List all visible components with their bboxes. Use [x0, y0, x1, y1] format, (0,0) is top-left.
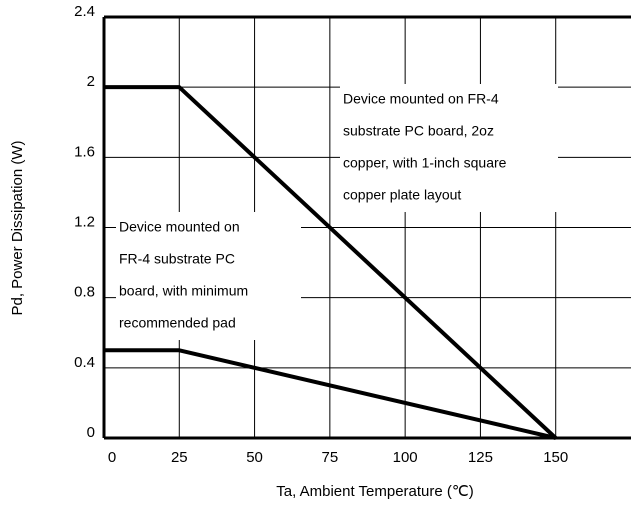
y-tick-label: 2: [87, 73, 95, 90]
annotation: copper plate layout: [343, 187, 461, 203]
y-tick-label: 0.8: [74, 284, 95, 301]
y-tick-label: 0.4: [74, 354, 95, 371]
annotation: substrate PC board, 2oz: [343, 123, 494, 139]
y-tick-label: 1.6: [74, 143, 95, 160]
x-tick-label: 100: [393, 449, 418, 466]
annotation: recommended pad: [119, 315, 236, 331]
x-axis-label: Ta, Ambient Temperature (℃): [276, 483, 473, 500]
annotation-bg: [116, 212, 301, 340]
x-tick-label: 125: [468, 449, 493, 466]
x-tick-label: 150: [543, 449, 568, 466]
annotation-bg: [340, 84, 558, 212]
annotation: Device mounted on: [119, 219, 240, 235]
x-tick-label: 50: [246, 449, 263, 466]
x-tick-label: 25: [171, 449, 188, 466]
y-axis-label: Pd, Power Dissipation (W): [9, 140, 26, 315]
y-tick-label: 0: [87, 424, 95, 441]
x-tick-label: 0: [108, 449, 116, 466]
y-tick-label: 2.4: [74, 3, 95, 20]
annotation: FR-4 substrate PC: [119, 251, 235, 267]
annotation: board, with minimum: [119, 283, 248, 299]
series-line: [104, 85, 558, 440]
x-tick-label: 75: [322, 449, 339, 466]
y-tick-label: 1.2: [74, 213, 95, 230]
series-line: [104, 348, 557, 440]
annotation: copper, with 1-inch square: [343, 155, 507, 171]
annotation: Device mounted on FR-4: [343, 91, 499, 107]
